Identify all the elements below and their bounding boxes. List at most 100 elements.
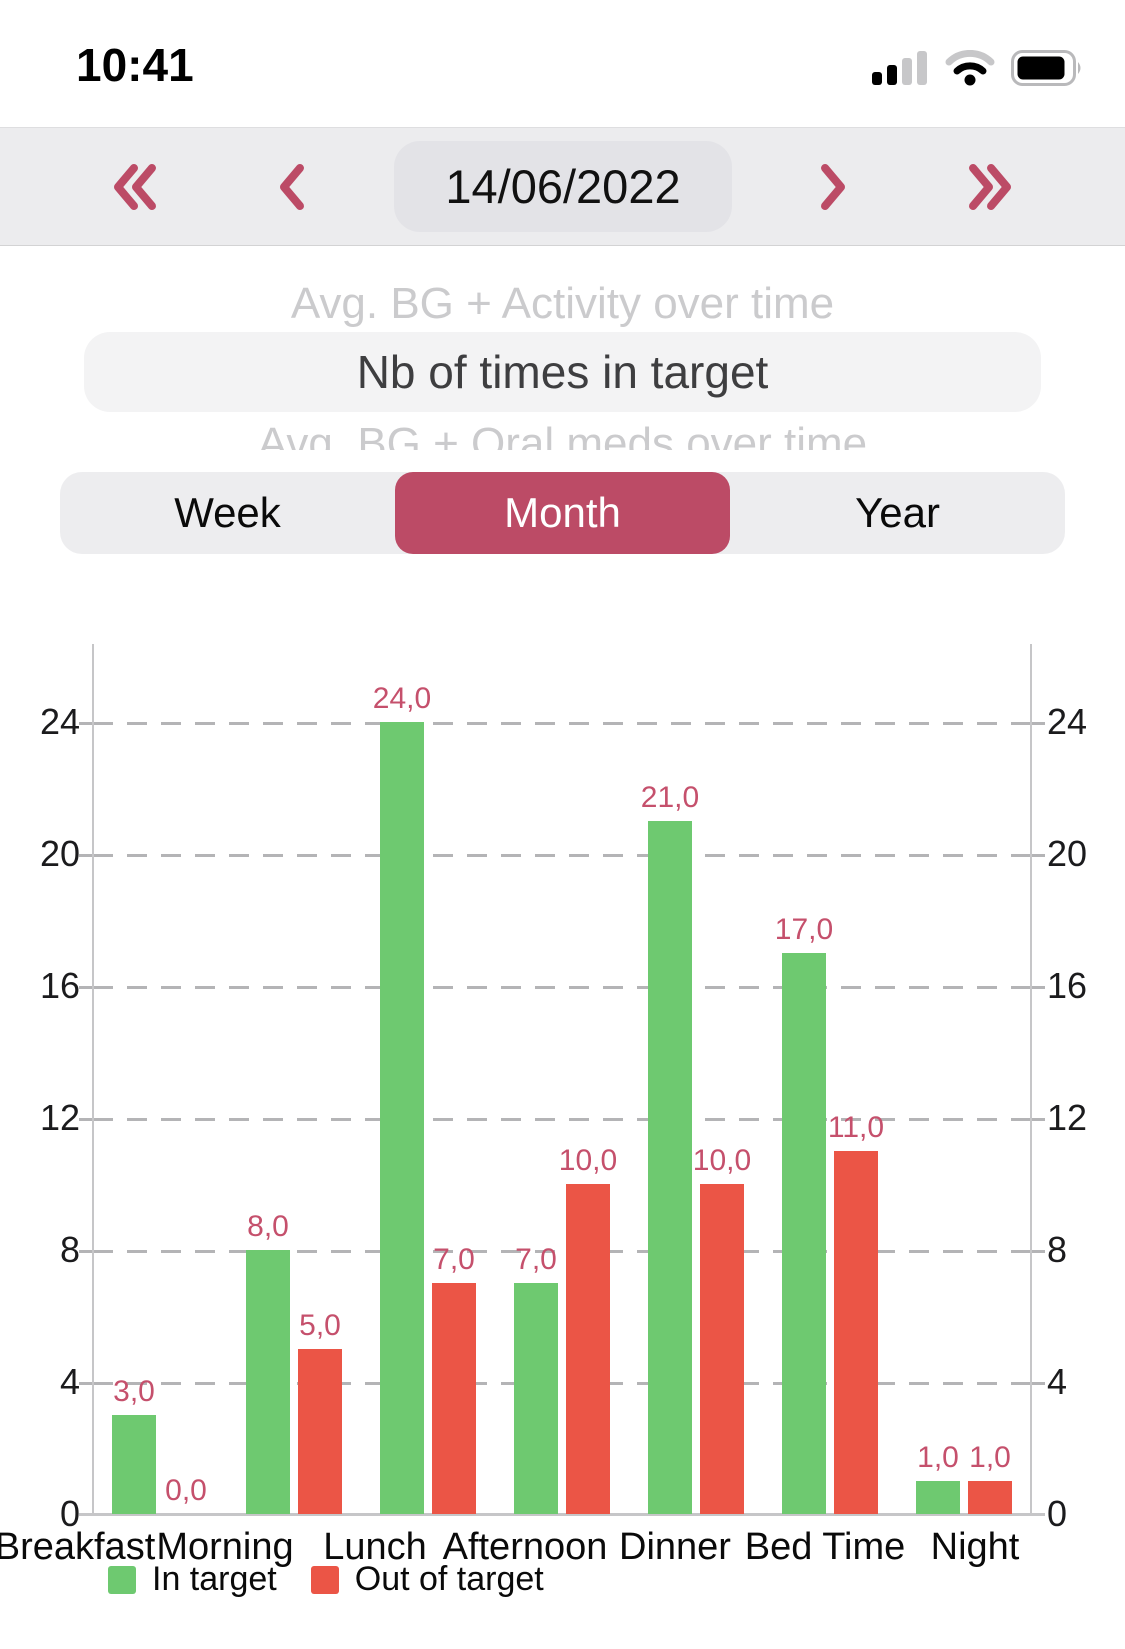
bar-value-label: 1,0 — [917, 1441, 959, 1474]
axis-tick-right — [1031, 986, 1045, 989]
fast-backward-button[interactable] — [90, 128, 180, 245]
bar-in-target[interactable] — [112, 1415, 156, 1514]
gridline-24 — [93, 722, 1031, 725]
bar-in-target[interactable] — [246, 1250, 290, 1514]
date-navigation-bar: 14/06/2022 — [0, 127, 1125, 246]
y-axis-label-right: 20 — [1047, 833, 1088, 874]
axis-tick-right — [1031, 1118, 1045, 1121]
y-axis-label-left: 8 — [59, 1229, 80, 1270]
gridline-8 — [93, 1250, 1031, 1253]
x-axis-label: Breakfast — [0, 1526, 156, 1568]
date-value: 14/06/2022 — [445, 160, 681, 213]
x-axis-label: Dinner — [619, 1526, 731, 1568]
gridline-20 — [93, 854, 1031, 857]
bar-value-label: 10,0 — [558, 1144, 618, 1177]
wifi-icon — [945, 50, 995, 86]
double-chevron-left-icon — [114, 163, 156, 210]
axis-tick-left — [79, 722, 93, 725]
y-axis-label-left: 12 — [39, 1097, 80, 1138]
chevron-left-icon — [280, 163, 304, 210]
previous-date-button[interactable] — [247, 128, 337, 245]
bar-in-target[interactable] — [916, 1481, 960, 1514]
legend-label-out-of-target: Out of target — [354, 1560, 544, 1598]
y-axis-label-right: 24 — [1047, 701, 1088, 742]
bar-in-target[interactable] — [514, 1283, 558, 1514]
y-axis-label-right: 0 — [1047, 1493, 1068, 1534]
y-axis-label-right: 12 — [1047, 1097, 1088, 1138]
y-axis-label-left: 4 — [59, 1361, 80, 1402]
bar-value-label: 10,0 — [692, 1144, 752, 1177]
y-axis-label-right: 16 — [1047, 965, 1088, 1006]
axis-tick-left — [79, 1382, 93, 1385]
bar-out-of-target[interactable] — [834, 1151, 878, 1514]
bar-value-label: 24,0 — [372, 682, 432, 715]
tab-week[interactable]: Week — [174, 489, 281, 536]
status-time: 10:41 — [76, 39, 194, 91]
status-icons — [872, 50, 1085, 86]
axis-tick-left — [79, 986, 93, 989]
picker-item-above[interactable]: Avg. BG + Activity over time — [290, 280, 835, 328]
x-axis-line — [79, 1513, 1045, 1516]
axis-tick-right — [1031, 722, 1045, 725]
date-display[interactable]: 14/06/2022 — [394, 141, 732, 232]
range-segmented-control: Week Month Year — [60, 472, 1065, 554]
y-axis-label-right: 4 — [1047, 1361, 1068, 1402]
x-axis-label: Bed Time — [744, 1526, 906, 1568]
gridline-4 — [93, 1382, 1031, 1385]
axis-tick-right — [1031, 1382, 1045, 1385]
bar-value-label: 1,0 — [969, 1441, 1011, 1474]
picker-item-below[interactable]: Avg. BG + Oral meds over time — [257, 419, 868, 450]
axis-tick-left — [79, 854, 93, 857]
x-axis-label: Lunch — [323, 1526, 427, 1568]
bar-out-of-target[interactable] — [298, 1349, 342, 1514]
bar-value-label: 11,0 — [827, 1111, 885, 1144]
bar-value-label: 21,0 — [640, 781, 700, 814]
x-axis-label: Afternoon — [442, 1526, 608, 1568]
metric-picker-wheel[interactable]: Avg. BG + Activity over time Nb of times… — [0, 270, 1125, 460]
axis-tick-left — [79, 1250, 93, 1253]
double-chevron-right-icon — [969, 163, 1011, 210]
battery-icon — [1011, 50, 1081, 86]
bar-out-of-target[interactable] — [968, 1481, 1012, 1514]
status-bar: 10:41 — [0, 0, 1125, 110]
bar-out-of-target[interactable] — [566, 1184, 610, 1514]
bar-in-target[interactable] — [648, 821, 692, 1514]
axis-tick-right — [1031, 854, 1045, 857]
y-axis-label-left: 16 — [39, 965, 80, 1006]
bar-value-label: 7,0 — [515, 1243, 557, 1276]
legend-label-in-target: In target — [152, 1560, 277, 1598]
bar-value-label: 17,0 — [774, 913, 834, 946]
gridline-12 — [93, 1118, 1031, 1121]
chart-legend: In target Out of target — [108, 1560, 562, 1599]
legend-swatch-out-of-target — [310, 1565, 339, 1594]
y-axis-line-left — [92, 644, 94, 1514]
picker-item-selected[interactable]: Nb of times in target — [84, 332, 1041, 412]
bar-value-label: 0,0 — [165, 1474, 207, 1507]
legend-swatch-in-target — [108, 1565, 136, 1594]
y-axis-label-left: 20 — [39, 833, 80, 874]
next-date-button[interactable] — [788, 128, 878, 245]
chevron-right-icon — [821, 163, 845, 210]
bar-in-target[interactable] — [782, 953, 826, 1514]
y-axis-line-right — [1030, 644, 1032, 1514]
bar-out-of-target[interactable] — [700, 1184, 744, 1514]
y-axis-label-left: 24 — [39, 701, 80, 742]
bar-value-label: 5,0 — [299, 1309, 341, 1342]
tab-month[interactable]: Month — [395, 472, 730, 554]
axis-tick-left — [79, 1118, 93, 1121]
cellular-signal-icon — [872, 51, 927, 85]
bar-value-label: 3,0 — [113, 1375, 155, 1408]
bar-in-target[interactable] — [380, 722, 424, 1514]
bar-value-label: 7,0 — [433, 1243, 475, 1276]
bar-value-label: 8,0 — [247, 1210, 289, 1243]
gridline-16 — [93, 986, 1031, 989]
y-axis-label-right: 8 — [1047, 1229, 1068, 1270]
bar-chart: In target Out of target 0 0 4 4 8 8 12 12 16 16 20… — [0, 630, 1125, 1645]
tab-year[interactable]: Year — [855, 489, 940, 536]
axis-tick-right — [1031, 1250, 1045, 1253]
bar-out-of-target[interactable] — [432, 1283, 476, 1514]
fast-forward-button[interactable] — [945, 128, 1035, 245]
y-axis-label-left: 0 — [59, 1493, 80, 1534]
x-axis-label: Morning — [156, 1526, 294, 1568]
